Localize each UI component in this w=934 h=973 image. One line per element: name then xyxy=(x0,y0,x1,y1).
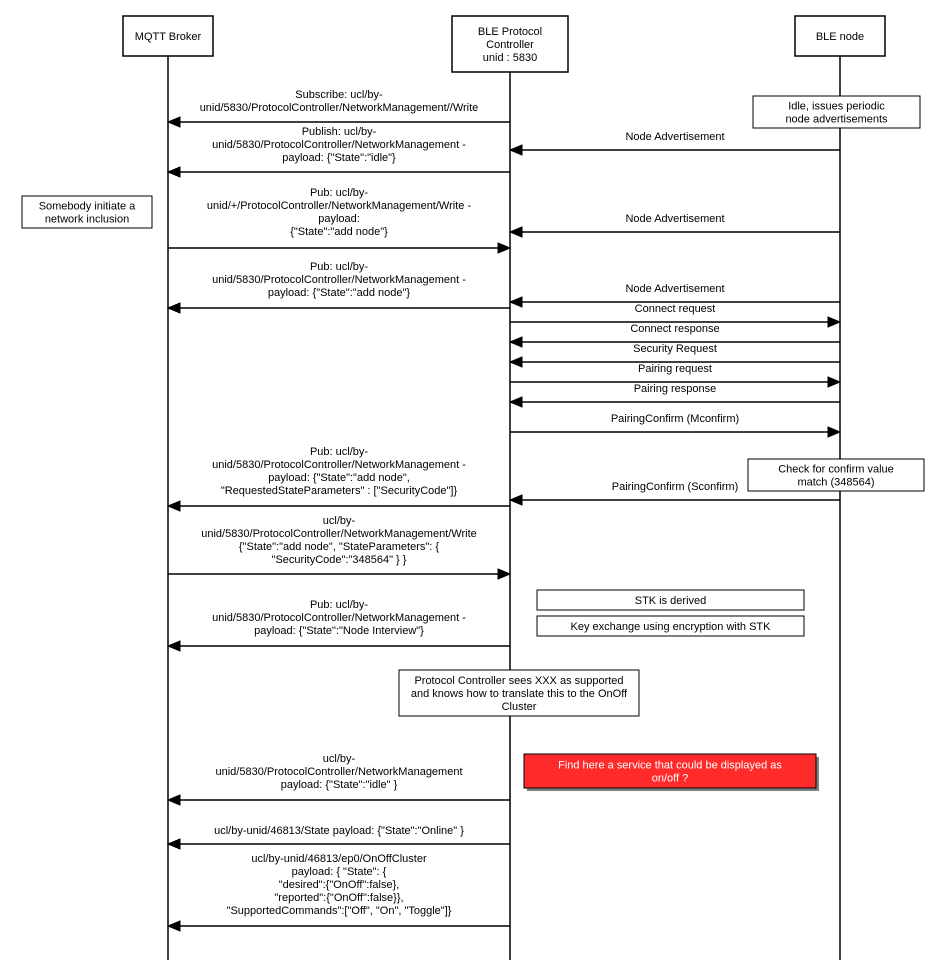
svg-text:Security Request: Security Request xyxy=(633,343,717,355)
svg-text:unid/5830/ProtocolController/N: unid/5830/ProtocolController/NetworkMana… xyxy=(212,459,466,471)
svg-text:"SupportedCommands":["Off", "O: "SupportedCommands":["Off", "On", "Toggl… xyxy=(227,905,452,917)
svg-text:Subscribe: ucl/by-: Subscribe: ucl/by- xyxy=(295,89,383,101)
svg-text:"SecurityCode":"348564" } }: "SecurityCode":"348564" } } xyxy=(272,554,407,566)
svg-text:unid/5830/ProtocolController/N: unid/5830/ProtocolController/NetworkMana… xyxy=(212,274,466,286)
svg-text:Somebody initiate a: Somebody initiate a xyxy=(39,201,136,213)
svg-text:Pub: ucl/by-: Pub: ucl/by- xyxy=(310,446,368,458)
svg-text:Controller: Controller xyxy=(486,39,534,51)
svg-text:on/off ?: on/off ? xyxy=(652,773,689,785)
svg-text:Pairing response: Pairing response xyxy=(634,383,717,395)
svg-text:Cluster: Cluster xyxy=(502,701,537,713)
svg-text:node advertisements: node advertisements xyxy=(785,114,888,126)
svg-text:unid/5830/ProtocolController/N: unid/5830/ProtocolController/NetworkMana… xyxy=(200,102,479,114)
svg-text:payload: {"State":"add node"}: payload: {"State":"add node"} xyxy=(268,287,411,299)
svg-text:ucl/by-unid/46813/State payloa: ucl/by-unid/46813/State payload: {"State… xyxy=(214,825,464,837)
svg-text:payload: {"State":"add node",: payload: {"State":"add node", xyxy=(268,472,410,484)
svg-text:"desired":{"OnOff":false},: "desired":{"OnOff":false}, xyxy=(279,879,400,891)
svg-text:Node Advertisement: Node Advertisement xyxy=(625,283,724,295)
svg-text:BLE Protocol: BLE Protocol xyxy=(478,26,542,38)
svg-text:Check for confirm value: Check for confirm value xyxy=(778,464,894,476)
svg-text:MQTT Broker: MQTT Broker xyxy=(135,31,202,43)
svg-text:Connect response: Connect response xyxy=(630,323,719,335)
svg-text:network inclusion: network inclusion xyxy=(45,214,129,226)
sequence-diagram: MQTT Broker BLE ProtocolControllerunid : … xyxy=(0,0,934,973)
svg-text:and knows how to translate thi: and knows how to translate this to the O… xyxy=(411,688,628,700)
svg-text:ucl/by-unid/46813/ep0/OnOffClu: ucl/by-unid/46813/ep0/OnOffCluster xyxy=(251,853,427,865)
svg-text:payload: { "State": {: payload: { "State": { xyxy=(292,866,387,878)
svg-text:Publish: ucl/by-: Publish: ucl/by- xyxy=(302,126,377,138)
svg-text:{"State":"add node", "StatePar: {"State":"add node", "StateParameters": … xyxy=(239,541,439,553)
svg-text:Node Advertisement: Node Advertisement xyxy=(625,213,724,225)
svg-text:ucl/by-: ucl/by- xyxy=(323,753,356,765)
svg-text:unid : 5830: unid : 5830 xyxy=(483,52,537,64)
svg-text:Node Advertisement: Node Advertisement xyxy=(625,131,724,143)
svg-text:Key exchange using encryption: Key exchange using encryption with STK xyxy=(571,621,772,633)
svg-text:ucl/by-: ucl/by- xyxy=(323,515,356,527)
svg-text:unid/5830/ProtocolController/N: unid/5830/ProtocolController/NetworkMana… xyxy=(212,139,466,151)
svg-text:PairingConfirm (Sconfirm): PairingConfirm (Sconfirm) xyxy=(612,481,739,493)
svg-text:Connect request: Connect request xyxy=(635,303,716,315)
svg-text:Pub: ucl/by-: Pub: ucl/by- xyxy=(310,599,368,611)
svg-text:{"State":"add node"}: {"State":"add node"} xyxy=(290,226,388,238)
svg-text:Pairing request: Pairing request xyxy=(638,363,712,375)
svg-text:payload: {"State":"Node Interv: payload: {"State":"Node Interview"} xyxy=(254,625,424,637)
svg-text:unid/5830/ProtocolController/N: unid/5830/ProtocolController/NetworkMana… xyxy=(215,766,462,778)
svg-text:Pub: ucl/by-: Pub: ucl/by- xyxy=(310,187,368,199)
svg-text:PairingConfirm (Mconfirm): PairingConfirm (Mconfirm) xyxy=(611,413,739,425)
svg-text:match (348564): match (348564) xyxy=(797,477,874,489)
svg-text:payload: {"State":"idle"}: payload: {"State":"idle"} xyxy=(282,152,396,164)
svg-text:STK is derived: STK is derived xyxy=(635,595,707,607)
svg-text:unid/5830/ProtocolController/N: unid/5830/ProtocolController/NetworkMana… xyxy=(201,528,477,540)
svg-text:Find here a service that could: Find here a service that could be displa… xyxy=(558,760,782,772)
svg-text:payload:: payload: xyxy=(318,213,360,225)
svg-text:unid/5830/ProtocolController/N: unid/5830/ProtocolController/NetworkMana… xyxy=(212,612,466,624)
svg-text:Protocol Controller sees XXX a: Protocol Controller sees XXX as supporte… xyxy=(414,675,623,687)
svg-text:"RequestedStateParameters" : [: "RequestedStateParameters" : ["SecurityC… xyxy=(221,485,458,497)
svg-text:Pub: ucl/by-: Pub: ucl/by- xyxy=(310,261,368,273)
svg-text:"reported":{"OnOff":false}},: "reported":{"OnOff":false}}, xyxy=(274,892,403,904)
svg-text:payload: {"State":"idle" }: payload: {"State":"idle" } xyxy=(281,779,398,791)
svg-text:Idle, issues periodic: Idle, issues periodic xyxy=(788,101,885,113)
svg-text:unid/+/ProtocolController/Netw: unid/+/ProtocolController/NetworkManagem… xyxy=(207,200,472,212)
svg-text:BLE node: BLE node xyxy=(816,31,864,43)
